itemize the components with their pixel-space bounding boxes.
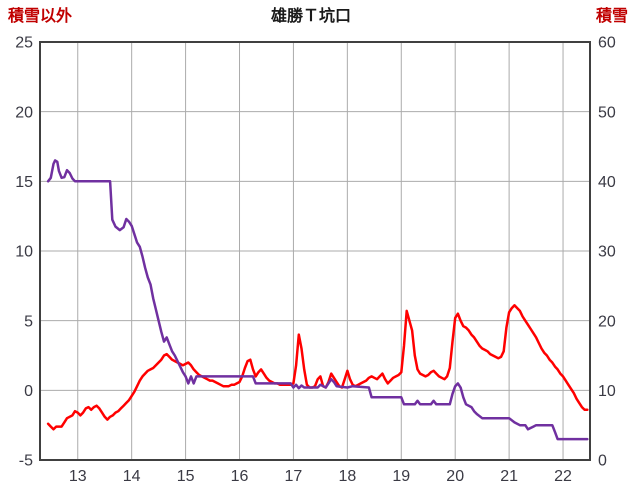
left-axis-tick-label: 15 xyxy=(15,174,33,191)
chart-title: 雄勝Ｔ坑口 xyxy=(270,6,351,25)
left-axis-tick-label: -5 xyxy=(19,453,33,470)
x-axis-tick-label: 21 xyxy=(500,468,518,485)
x-axis-tick-label: 17 xyxy=(285,468,303,485)
right-axis-title: 積雪 xyxy=(595,6,628,25)
x-axis-tick-label: 13 xyxy=(69,468,87,485)
plot-border xyxy=(39,41,591,461)
right-axis-tick-label: 40 xyxy=(598,174,616,191)
x-axis-tick-label: 18 xyxy=(338,468,356,485)
left-axis-tick-label: 10 xyxy=(15,244,33,261)
right-axis-tick-label: 10 xyxy=(598,383,616,400)
x-axis-tick-label: 14 xyxy=(123,468,141,485)
x-axis-tick-label: 22 xyxy=(554,468,572,485)
right-axis-tick-label: 50 xyxy=(598,104,616,121)
left-axis-tick-label: 0 xyxy=(24,383,33,400)
frame-layer xyxy=(39,41,591,461)
x-axis-tick-label: 15 xyxy=(177,468,195,485)
left-axis-tick-label: 20 xyxy=(15,104,33,121)
x-axis-tick-label: 19 xyxy=(392,468,410,485)
right-axis-tick-label: 20 xyxy=(598,313,616,330)
grid-layer xyxy=(40,42,590,460)
right-axis-tick-label: 0 xyxy=(598,453,607,470)
series-line-0 xyxy=(46,304,589,431)
left-axis-title: 積雪以外 xyxy=(7,6,72,25)
series-layer xyxy=(46,159,589,441)
x-axis-tick-label: 16 xyxy=(231,468,249,485)
right-axis-tick-label: 30 xyxy=(598,244,616,261)
left-axis-tick-label: 5 xyxy=(24,313,33,330)
x-axis-tick-label: 20 xyxy=(446,468,464,485)
right-axis-tick-label: 60 xyxy=(598,35,616,52)
series-line-1 xyxy=(46,159,589,441)
left-axis-tick-label: 25 xyxy=(15,35,33,52)
